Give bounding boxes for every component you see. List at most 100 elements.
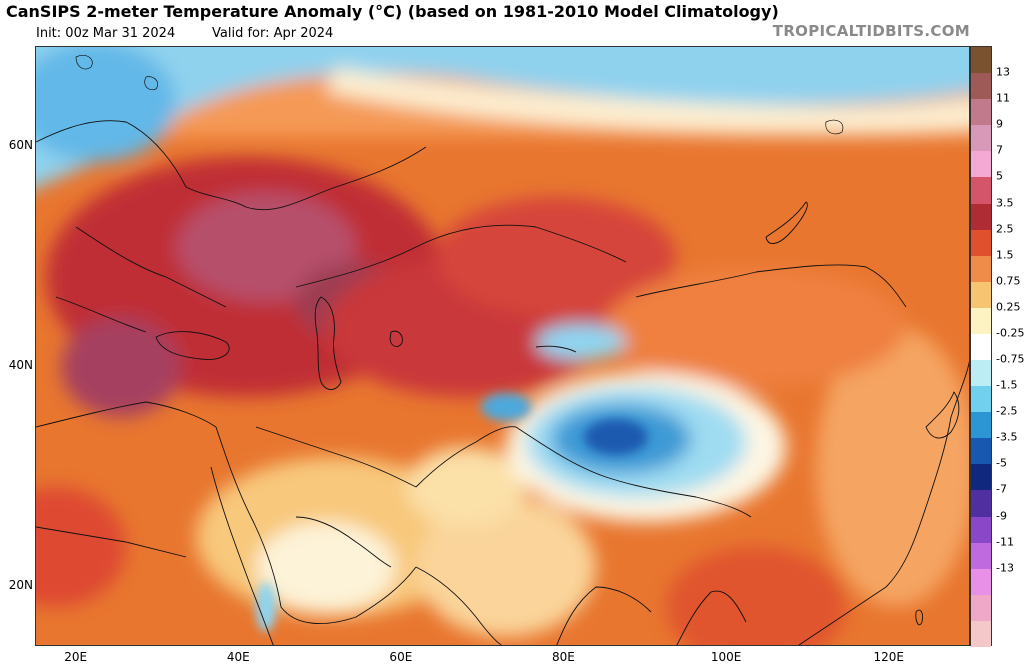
lon-tick-label: 100E	[710, 650, 742, 664]
colorbar-label: -5	[996, 456, 1007, 470]
brand-watermark: TROPICALTIDBITS.COM	[772, 22, 970, 40]
red-sea-coast	[210, 466, 274, 645]
field-se-asia	[666, 547, 846, 645]
field-hot-core-1	[176, 192, 356, 302]
colorbar-label: 13	[996, 65, 1010, 79]
field-hot-core-3	[61, 317, 181, 417]
border-africa	[36, 526, 187, 558]
init-time: Init: 00z Mar 31 2024	[36, 26, 176, 41]
anomaly-map	[35, 46, 970, 646]
field-india-light	[416, 497, 596, 637]
field-tibet-core	[584, 419, 648, 455]
islands-arctic-2	[144, 76, 159, 91]
colorbar-segment	[971, 151, 991, 178]
islands-arctic-1	[75, 54, 93, 70]
lake-baikal	[765, 201, 808, 244]
lat-tick-label: 60N	[8, 138, 33, 153]
colorbar-segment	[971, 229, 991, 257]
colorbar-segment	[971, 542, 991, 570]
lon-tick-label: 60E	[389, 650, 413, 664]
field-arctic-cold	[36, 47, 969, 188]
colorbar-label: -9	[996, 509, 1007, 523]
colorbar-segment	[971, 125, 991, 152]
colorbar-segment	[971, 464, 991, 491]
colorbar-segment	[971, 620, 991, 648]
colorbar-segment	[971, 99, 991, 126]
persian-gulf	[295, 516, 392, 568]
colorbar-segment	[971, 516, 991, 544]
colorbar-segment	[971, 360, 991, 387]
colorbar-label: 0.25	[996, 300, 1021, 314]
se-asia-coast	[676, 590, 747, 645]
india-coast	[415, 566, 503, 645]
colorbar	[970, 46, 992, 648]
coast-europe-north	[36, 120, 427, 211]
border-china-mongolia	[635, 264, 907, 308]
colorbar-segment	[971, 412, 991, 439]
colorbar-segment	[971, 203, 991, 231]
lon-tick-label: 80E	[552, 650, 575, 664]
caspian-sea	[314, 296, 342, 390]
lon-tick-label: 120E	[873, 650, 904, 664]
border-iran	[255, 426, 417, 488]
colorbar-label: -3.5	[996, 430, 1018, 444]
border-europe-1	[75, 226, 227, 308]
colorbar-label: 9	[996, 117, 1003, 131]
colorbar-label: 0.75	[996, 274, 1021, 288]
colorbar-label: 2.5	[996, 222, 1014, 236]
black-sea	[155, 331, 230, 360]
colorbar-label: -0.75	[996, 352, 1024, 366]
border-china-india	[515, 426, 752, 518]
colorbar-label: 3.5	[996, 196, 1014, 210]
bay-bengal	[556, 586, 652, 645]
field-pakistan-light	[406, 447, 526, 527]
field-tianshan-cyan	[536, 324, 626, 360]
lon-tick-label: 40E	[226, 650, 250, 664]
colorbar-label: 7	[996, 143, 1003, 157]
colorbar-label: 11	[996, 91, 1010, 105]
colorbar-label: -7	[996, 482, 1007, 496]
lon-tick-label: 20E	[64, 650, 88, 664]
border-russia-kaz	[295, 224, 627, 288]
colorbar-segment	[971, 281, 991, 309]
aral-sea	[389, 330, 403, 347]
field-redsea-cyan	[256, 582, 276, 632]
colorbar-label: -2.5	[996, 404, 1018, 418]
lat-tick-label: 20N	[8, 578, 33, 593]
colorbar-segment	[971, 594, 991, 622]
colorbar-segment	[971, 307, 991, 335]
field-mongolia	[606, 267, 906, 387]
field-arabia-white	[256, 522, 396, 612]
colorbar-segment	[971, 438, 991, 465]
colorbar-segment	[971, 177, 991, 204]
field-scandinavia	[36, 47, 176, 162]
map-title: CanSIPS 2-meter Temperature Anomaly (°C)…	[6, 2, 779, 21]
taiwan	[915, 609, 923, 626]
colorbar-segment	[971, 568, 991, 596]
colorbar-label: -11	[996, 535, 1014, 549]
border-afghan	[415, 426, 517, 488]
field-africa-red	[36, 487, 126, 607]
colorbar-label: -13	[996, 561, 1014, 575]
korea	[925, 391, 960, 439]
colorbar-segment	[971, 386, 991, 413]
islands-arctic-3	[825, 119, 844, 135]
colorbar-segment	[971, 255, 991, 283]
colorbar-label: -1.5	[996, 378, 1018, 392]
colorbar-segment	[971, 47, 991, 74]
lake-balkhash	[535, 345, 577, 353]
colorbar-label: -0.25	[996, 326, 1024, 340]
colorbar-segment	[971, 333, 991, 361]
levant-arabia	[215, 426, 417, 625]
colorbar-segment	[971, 490, 991, 518]
lat-tick-label: 40N	[8, 358, 33, 373]
valid-time: Valid for: Apr 2024	[212, 26, 334, 41]
colorbar-segment	[971, 73, 991, 100]
field-pamir-blue	[481, 393, 531, 421]
colorbar-label: 1.5	[996, 248, 1014, 262]
field-arctic-white	[326, 67, 969, 135]
med-coast	[36, 401, 217, 428]
field-warm-siberia	[436, 197, 676, 317]
colorbar-label: 5	[996, 169, 1003, 183]
field-east-china	[816, 327, 969, 607]
